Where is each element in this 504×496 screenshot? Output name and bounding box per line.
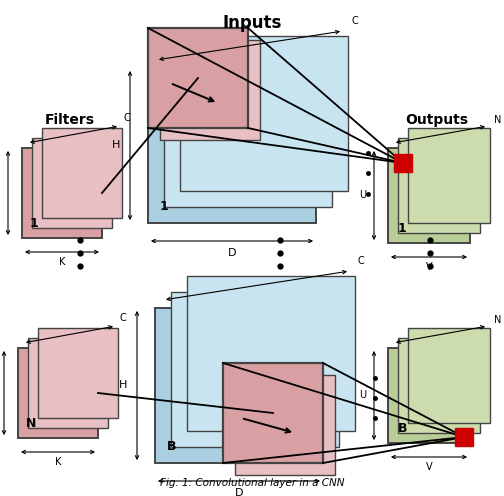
Bar xyxy=(22,148,102,238)
Text: Fig. 1: Convolutional layer in a CNN: Fig. 1: Convolutional layer in a CNN xyxy=(160,478,344,488)
Bar xyxy=(388,148,470,243)
Bar xyxy=(388,348,470,443)
Bar xyxy=(32,138,112,228)
Bar xyxy=(148,68,316,223)
Bar xyxy=(394,154,412,172)
Bar xyxy=(455,428,473,446)
Text: H: H xyxy=(111,140,120,150)
Text: N: N xyxy=(494,315,501,325)
Bar xyxy=(408,128,490,223)
Text: C: C xyxy=(120,313,127,323)
Bar xyxy=(42,128,122,218)
Text: Outputs: Outputs xyxy=(406,113,469,127)
Text: K: K xyxy=(59,257,65,267)
Bar xyxy=(408,328,490,423)
Bar xyxy=(187,276,355,431)
Bar xyxy=(38,328,118,418)
Text: 1: 1 xyxy=(160,200,169,213)
Text: B: B xyxy=(398,422,408,435)
Bar xyxy=(223,363,323,463)
Text: H: H xyxy=(118,380,127,390)
Bar xyxy=(235,375,335,475)
Text: 1: 1 xyxy=(30,217,39,230)
Bar xyxy=(28,338,108,428)
Text: N: N xyxy=(494,115,501,125)
Bar xyxy=(155,308,323,463)
Text: C: C xyxy=(351,16,358,26)
Text: U: U xyxy=(359,390,366,400)
Text: K: K xyxy=(55,457,61,467)
Text: V: V xyxy=(426,262,432,272)
Bar xyxy=(398,338,480,433)
Bar xyxy=(18,348,98,438)
Text: Filters: Filters xyxy=(45,113,95,127)
Text: V: V xyxy=(426,462,432,472)
Text: N: N xyxy=(26,417,36,430)
Bar xyxy=(164,52,332,207)
Bar xyxy=(398,138,480,233)
Bar xyxy=(148,28,248,128)
Bar xyxy=(171,292,339,447)
Text: C: C xyxy=(124,113,131,123)
Text: D: D xyxy=(228,248,236,258)
Text: B: B xyxy=(167,440,176,453)
Text: Inputs: Inputs xyxy=(222,14,282,32)
Bar xyxy=(160,40,260,140)
Text: C: C xyxy=(358,256,365,266)
Text: D: D xyxy=(235,488,243,496)
Bar xyxy=(180,36,348,191)
Text: 1: 1 xyxy=(398,222,407,235)
Text: U: U xyxy=(359,190,366,200)
